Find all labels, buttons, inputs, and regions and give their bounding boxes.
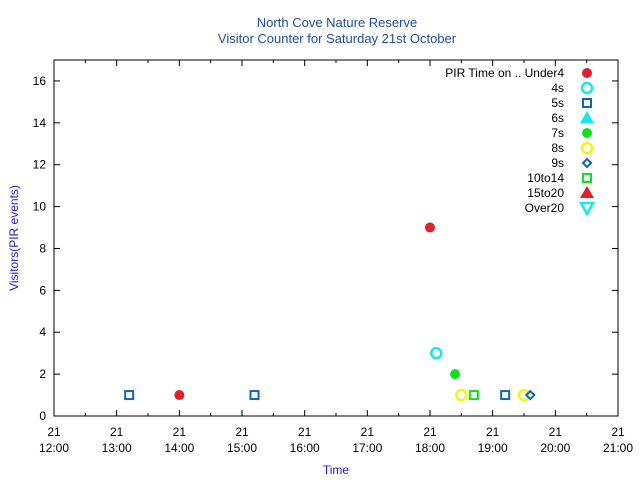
x-tick-day-label: 21 bbox=[298, 425, 312, 439]
legend-label: 10to14 bbox=[527, 171, 564, 185]
x-tick-day-label: 21 bbox=[173, 425, 187, 439]
legend-symbol bbox=[582, 68, 592, 78]
legend-symbol bbox=[580, 141, 594, 155]
data-point-5s bbox=[124, 390, 135, 401]
legend-symbol bbox=[578, 201, 596, 217]
legend-symbol bbox=[580, 81, 594, 95]
data-points bbox=[124, 222, 536, 402]
legend-symbol bbox=[582, 128, 592, 138]
y-axis: 0 2 4 6 8 10 12 14 16 bbox=[33, 74, 618, 423]
y-tick-label: 12 bbox=[33, 158, 47, 172]
data-point-10to14 bbox=[468, 390, 479, 401]
y-axis-label: Visitors(PIR events) bbox=[7, 185, 21, 291]
x-tick-time-label: 19:00 bbox=[478, 441, 508, 455]
y-tick-label: 10 bbox=[33, 200, 47, 214]
legend-symbol bbox=[580, 111, 594, 123]
x-tick-time-label: 13:00 bbox=[102, 441, 132, 455]
legend-label: 6s bbox=[551, 111, 564, 125]
x-tick-time-label: 21:00 bbox=[603, 441, 633, 455]
x-tick-day-label: 21 bbox=[235, 425, 249, 439]
legend-label: 8s bbox=[551, 141, 564, 155]
y-tick-label: 4 bbox=[39, 325, 46, 339]
x-tick-day-label: 21 bbox=[361, 425, 375, 439]
y-tick-label: 16 bbox=[33, 74, 47, 88]
data-point-5s bbox=[500, 390, 511, 401]
data-point-pir-time-on-under4 bbox=[174, 390, 185, 401]
legend-symbol bbox=[580, 186, 594, 198]
y-tick-label: 8 bbox=[39, 241, 46, 255]
x-tick-day-label: 21 bbox=[549, 425, 563, 439]
legend-label: PIR Time on .. Under4 bbox=[445, 66, 564, 80]
y-tick-label: 14 bbox=[33, 116, 47, 130]
x-tick-day-label: 21 bbox=[611, 425, 625, 439]
legend-label: Over20 bbox=[525, 201, 565, 215]
data-point-8s bbox=[517, 388, 531, 402]
x-tick-day-label: 21 bbox=[486, 425, 500, 439]
data-point-8s bbox=[455, 388, 468, 402]
x-tick-time-label: 16:00 bbox=[290, 441, 320, 455]
x-tick-time-label: 18:00 bbox=[415, 441, 445, 455]
data-point-5s bbox=[249, 390, 260, 401]
data-point-pir-time-on-under4 bbox=[425, 222, 435, 233]
x-tick-time-label: 15:00 bbox=[227, 441, 257, 455]
plot-area-border bbox=[53, 59, 619, 417]
legend-symbol bbox=[582, 173, 592, 183]
legend-label: 4s bbox=[551, 81, 564, 95]
chart-title: North Cove Nature Reserve bbox=[257, 15, 417, 30]
y-tick-label: 0 bbox=[39, 409, 46, 423]
legend-symbol bbox=[581, 157, 593, 169]
x-tick-time-label: 20:00 bbox=[540, 441, 570, 455]
x-tick-day-label: 21 bbox=[110, 425, 124, 439]
y-tick-label: 2 bbox=[39, 367, 46, 381]
legend: PIR Time on .. Under44s5s6s7s8s9s10to141… bbox=[445, 66, 596, 217]
legend-label: 5s bbox=[551, 96, 564, 110]
legend-label: 7s bbox=[551, 126, 564, 140]
legend-label: 9s bbox=[551, 156, 564, 170]
x-tick-day-label: 21 bbox=[47, 425, 61, 439]
x-tick-time-label: 17:00 bbox=[352, 441, 382, 455]
x-axis-label: Time bbox=[323, 463, 350, 477]
chart-subtitle: Visitor Counter for Saturday 21st Octobe… bbox=[218, 31, 457, 46]
legend-symbol bbox=[582, 98, 592, 108]
legend-label: 15to20 bbox=[527, 186, 564, 200]
x-tick-day-label: 21 bbox=[423, 425, 437, 439]
x-tick-time-label: 12:00 bbox=[39, 441, 69, 455]
x-tick-time-label: 14:00 bbox=[164, 441, 194, 455]
data-point-7s bbox=[450, 369, 461, 380]
data-point-9s bbox=[524, 389, 536, 401]
x-axis: 21 12:00 21 13:00 21 14:00 21 15:00 21 16:00 21 17:… bbox=[39, 60, 633, 455]
data-point-4s bbox=[430, 346, 443, 360]
y-tick-label: 6 bbox=[39, 283, 46, 297]
